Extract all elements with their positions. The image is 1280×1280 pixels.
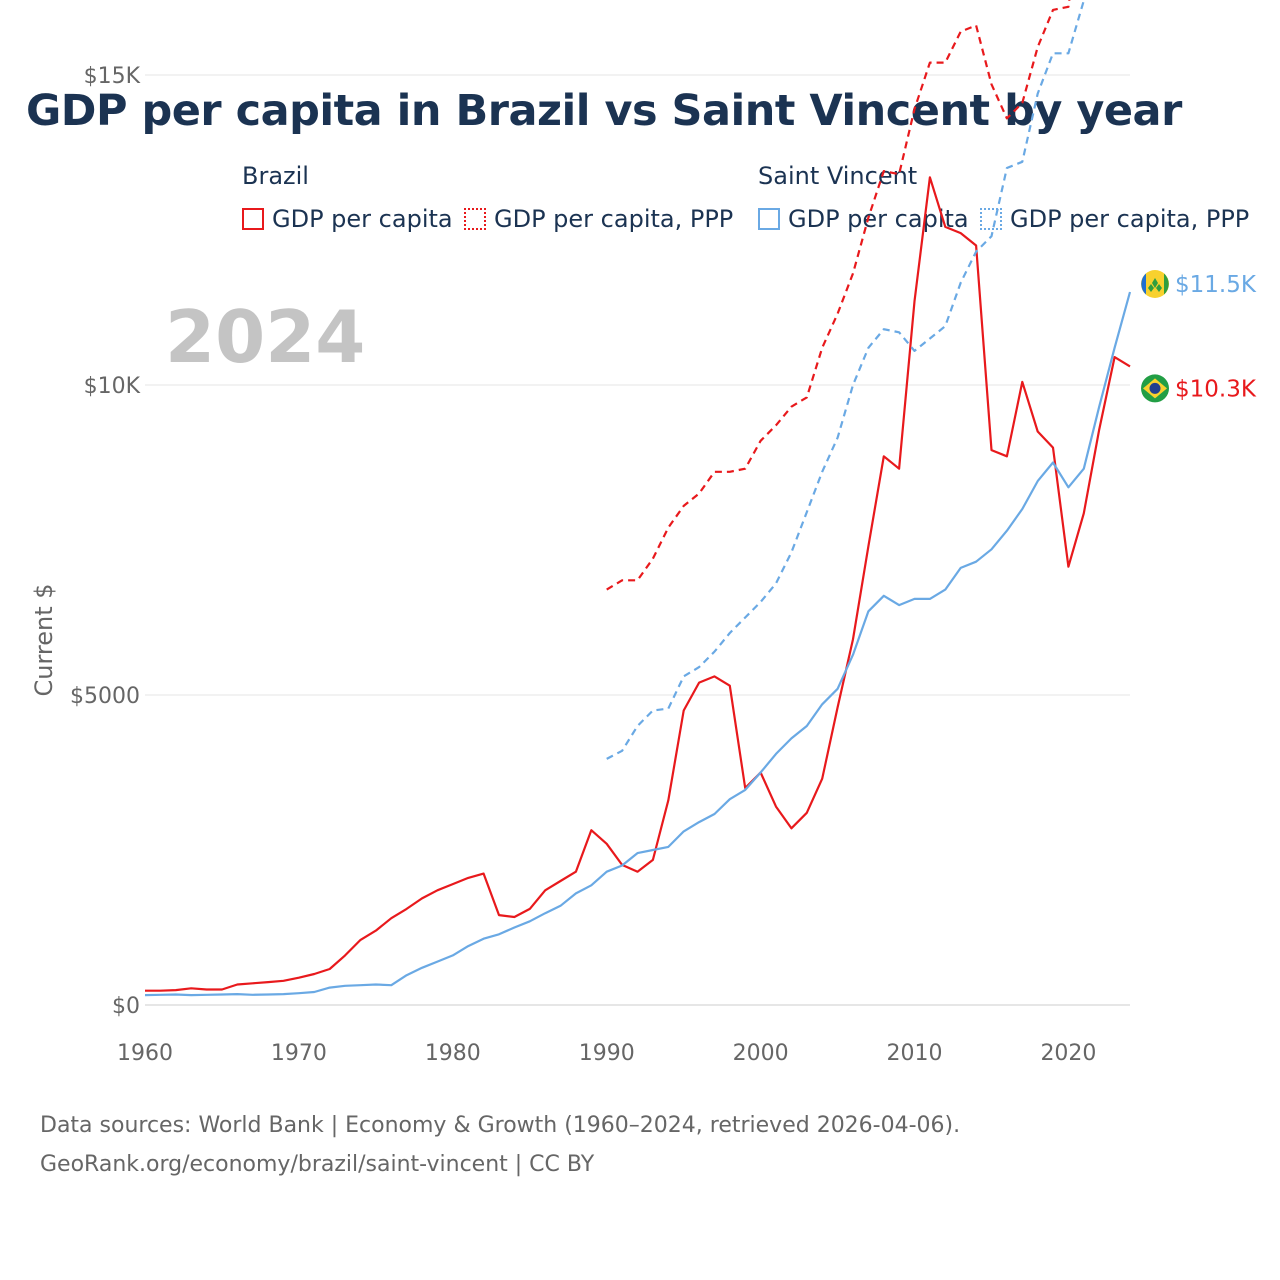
legend-group-saint-vincent: Saint Vincent <box>758 162 918 190</box>
footer: Data sources: World Bank | Economy & Gro… <box>40 1106 960 1184</box>
legend-swatch-solid-blue <box>758 208 780 230</box>
y-tick-label: $10K <box>84 374 141 399</box>
legend-label: GDP per capita <box>272 205 453 233</box>
y-tick-label: $15K <box>84 64 141 89</box>
legend-item-saint-vincent-gdp[interactable]: GDP per capita <box>758 205 969 233</box>
legend-swatch-dotted-blue <box>980 208 1002 230</box>
legend-item-brazil-gdp-ppp[interactable]: GDP per capita, PPP <box>464 205 733 233</box>
legend-item-saint-vincent-gdp-ppp[interactable]: GDP per capita, PPP <box>980 205 1249 233</box>
series-end-label: $10.3K <box>1175 376 1257 402</box>
series-line-saint-vincent-gdp-per-capita <box>144 291 1132 997</box>
legend-item-brazil-gdp[interactable]: GDP per capita <box>242 205 453 233</box>
brazil-flag-icon <box>1141 374 1169 403</box>
x-tick-label: 2020 <box>1040 1041 1096 1066</box>
data-source-note: Data sources: World Bank | Economy & Gro… <box>40 1113 961 1138</box>
line-chart: 2024 Current $ $0$5000$10K$15K$20K 19601… <box>30 0 1257 1066</box>
legend-label: GDP per capita, PPP <box>494 205 734 233</box>
x-tick-label: 1970 <box>271 1041 327 1066</box>
legend-label: GDP per capita <box>788 205 969 233</box>
series-line-brazil-gdp-per-capita-ppp <box>606 0 1071 591</box>
legend-swatch-solid-red <box>242 208 264 230</box>
series-line-brazil-gdp-per-capita <box>145 176 1131 992</box>
series-line-saint-vincent-gdp-per-capita-ppp <box>606 0 1085 760</box>
year-watermark: 2024 <box>165 295 365 379</box>
y-tick-label: $5000 <box>70 684 140 709</box>
legend-group-brazil: Brazil <box>242 162 309 190</box>
saint-vincent-flag-icon <box>1141 270 1169 298</box>
chart-title: GDP per capita in Brazil vs Saint Vincen… <box>26 86 1182 136</box>
x-tick-label: 2000 <box>733 1041 789 1066</box>
source-link[interactable]: GeoRank.org/economy/brazil/saint-vincent… <box>40 1152 595 1177</box>
y-tick-label: $0 <box>112 994 140 1019</box>
x-tick-label: 1960 <box>117 1041 173 1066</box>
legend-label: GDP per capita, PPP <box>1010 205 1250 233</box>
x-tick-label: 1980 <box>425 1041 481 1066</box>
series-end-label: $11.5K <box>1175 272 1257 298</box>
y-axis-label: Current $ <box>30 583 58 696</box>
x-tick-label: 2010 <box>887 1041 943 1066</box>
x-tick-label: 1990 <box>579 1041 635 1066</box>
legend-swatch-dotted-red <box>464 208 486 230</box>
